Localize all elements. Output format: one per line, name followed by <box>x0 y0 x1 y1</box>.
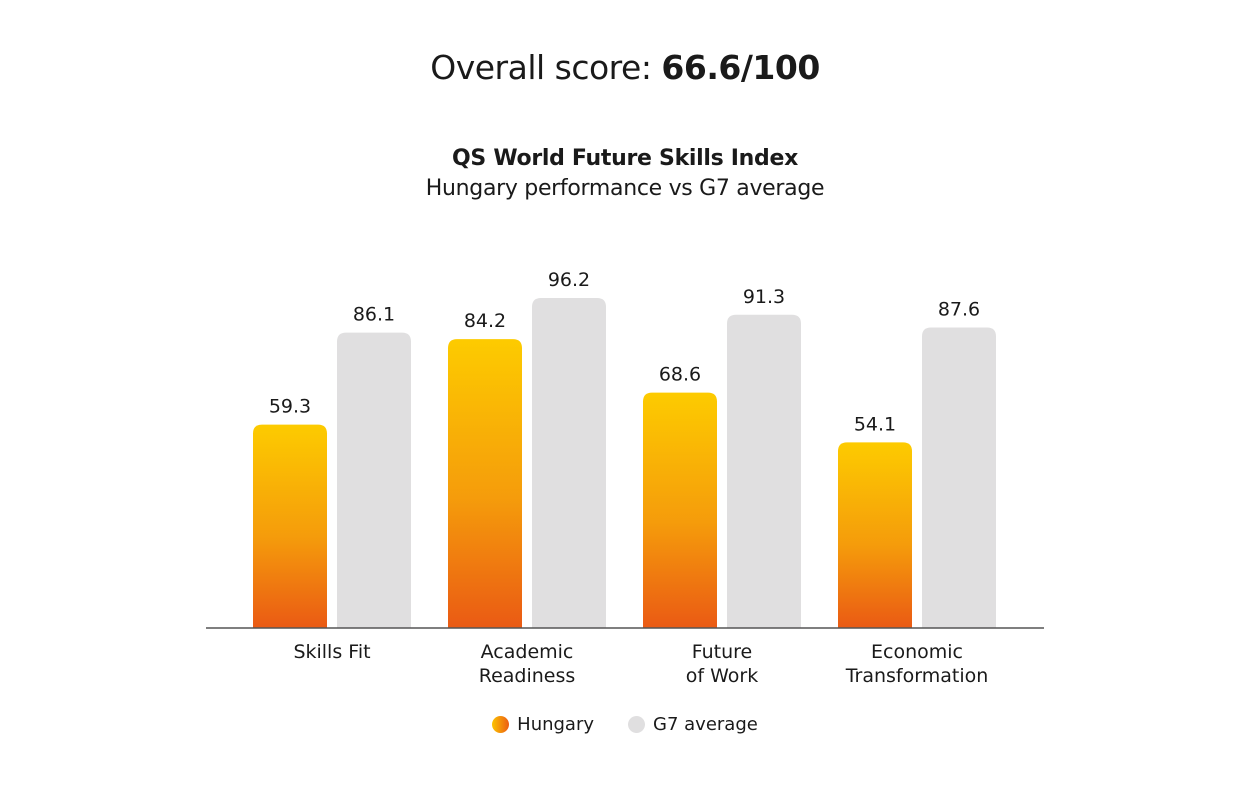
category-label-3-0: Economic <box>871 641 963 663</box>
bar-hungary-3 <box>838 442 912 628</box>
legend-label-g7: G7 average <box>653 714 758 735</box>
bars-group <box>253 298 996 628</box>
bar-g7-2 <box>727 314 801 628</box>
category-label-1-0: Academic <box>481 641 574 663</box>
bar-g7-0 <box>337 332 411 628</box>
value-label-g7-2: 91.3 <box>743 286 785 308</box>
bar-g7-1 <box>532 298 606 628</box>
legend-label-hungary: Hungary <box>517 714 595 735</box>
category-label-2-1: of Work <box>686 665 758 687</box>
value-label-g7-1: 96.2 <box>548 269 590 291</box>
category-label-0-0: Skills Fit <box>293 641 370 663</box>
chart-subtitle: Hungary performance vs G7 average <box>425 176 825 201</box>
value-label-hungary-0: 59.3 <box>269 396 311 418</box>
value-label-g7-3: 87.6 <box>938 299 980 321</box>
legend-swatch-g7 <box>628 716 646 733</box>
category-label-3-1: Transformation <box>845 665 989 687</box>
legend: Hungary G7 average <box>0 714 1250 735</box>
overall-score-value: 66.6/100 <box>661 48 820 87</box>
value-label-hungary-1: 84.2 <box>464 310 506 332</box>
legend-item-g7: G7 average <box>628 714 758 735</box>
bar-g7-3 <box>922 327 996 628</box>
bar-hungary-0 <box>253 424 327 628</box>
value-label-hungary-3: 54.1 <box>854 413 896 435</box>
value-label-g7-0: 86.1 <box>353 304 395 326</box>
overall-score-label: Overall score: <box>430 48 662 87</box>
category-label-1-1: Readiness <box>479 665 576 687</box>
chart-title: QS World Future Skills Index <box>452 146 798 171</box>
value-label-hungary-2: 68.6 <box>659 364 701 386</box>
bar-hungary-1 <box>448 339 522 628</box>
legend-swatch-hungary <box>492 716 510 733</box>
bar-hungary-2 <box>643 392 717 628</box>
legend-item-hungary: Hungary <box>492 714 594 735</box>
category-label-2-0: Future <box>692 641 753 663</box>
value-labels-group: 59.3 86.1 84.2 96.2 68.6 91.3 54.1 87.6 <box>269 269 980 435</box>
overall-score: Overall score: 66.6/100 <box>0 48 1250 87</box>
